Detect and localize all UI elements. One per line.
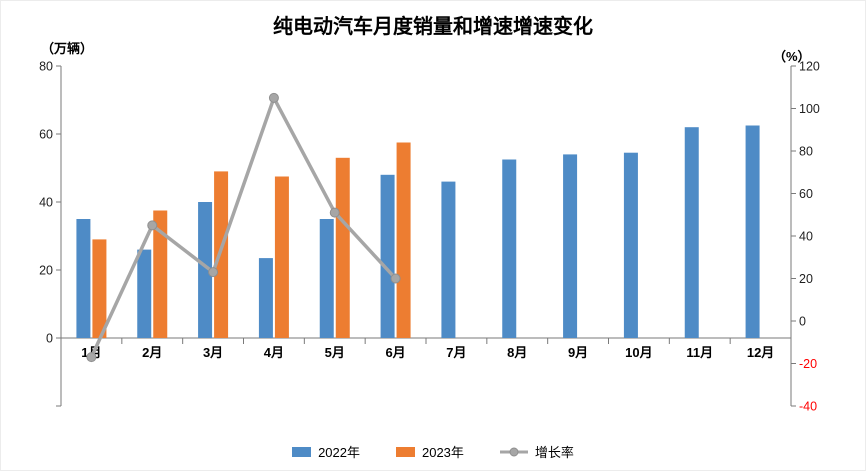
right-axis-label-60: 60 [799, 187, 813, 201]
right-axis-label-120: 120 [799, 60, 820, 74]
bar-2022年-10月 [623, 152, 638, 338]
growth-rate-marker-3月 [208, 267, 219, 278]
bar-2022年-4月 [258, 258, 273, 338]
bar-2023年-1月 [92, 239, 107, 338]
legend-swatch-growth-line-icon [499, 447, 528, 456]
bar-2022年-6月 [380, 174, 395, 338]
bar-2022年-1月 [76, 219, 91, 338]
growth-rate-marker-6月 [390, 273, 401, 284]
x-axis-label-7月: 7月 [446, 345, 466, 360]
bar-2022年-3月 [198, 202, 213, 338]
right-axis-label-80: 80 [799, 145, 813, 159]
right-axis-label-0: 0 [799, 315, 806, 329]
x-axis-label-11月: 11月 [686, 345, 713, 360]
right-axis-unit-label: （%） [773, 49, 811, 64]
legend-item-2023: 2023年 [395, 442, 464, 461]
chart-title: 纯电动汽车月度销量和增速增速变化 [273, 16, 593, 38]
growth-rate-line [89, 96, 398, 359]
bar-2023年-5月 [335, 157, 350, 338]
legend-swatch-2022 [292, 446, 312, 457]
plot-area: 020406080120100806040200-20-401月2月3月4月5月… [39, 60, 820, 414]
left-axis-label-0: 0 [46, 332, 53, 346]
legend-item-2022: 2022年 [292, 442, 360, 461]
legend-item-growth-rate: 增长率 [499, 442, 574, 461]
bar-2022年-5月 [319, 219, 334, 338]
bar-2023年-6月 [396, 142, 411, 338]
x-axis-label-5月: 5月 [325, 345, 345, 360]
x-axis-label-8月: 8月 [507, 345, 527, 360]
bar-2023年-4月 [274, 176, 289, 338]
right-axis-label--20: -20 [799, 357, 817, 371]
legend-swatch-2023 [395, 446, 415, 457]
legend: 2022年 2023年 增长率 [1, 442, 865, 461]
legend-label-2023: 2023年 [421, 445, 464, 460]
x-axis-label-6月: 6月 [385, 345, 405, 360]
x-axis-label-12月: 12月 [747, 345, 774, 360]
growth-rate-marker-4月 [268, 92, 279, 103]
right-axis-label-40: 40 [799, 230, 813, 244]
bar-2022年-2月 [137, 249, 152, 338]
growth-rate-marker-1月 [86, 352, 97, 363]
x-axis-label-10月: 10月 [625, 345, 652, 360]
bar-2022年-8月 [502, 159, 517, 338]
right-axis-label-20: 20 [799, 272, 813, 286]
left-axis-label-80: 80 [39, 60, 53, 74]
bar-2023年-2月 [153, 210, 168, 338]
right-axis-label-100: 100 [799, 102, 820, 116]
x-axis-label-2月: 2月 [142, 345, 162, 360]
x-axis-label-9月: 9月 [568, 345, 588, 360]
left-axis-label-60: 60 [39, 128, 53, 142]
left-axis-unit-label: （万辆） [41, 41, 94, 56]
legend-label-2022: 2022年 [318, 445, 360, 460]
legend-label-growth-rate: 增长率 [534, 445, 574, 460]
bar-2023年-3月 [214, 171, 229, 338]
growth-rate-marker-2月 [147, 220, 158, 231]
right-axis-label--40: -40 [799, 400, 817, 414]
bar-2022年-11月 [684, 127, 699, 338]
bar-2022年-9月 [563, 154, 578, 338]
x-axis-label-3月: 3月 [203, 345, 223, 360]
bar-2022年-12月 [745, 125, 760, 338]
growth-rate-marker-5月 [329, 207, 340, 218]
left-axis-label-20: 20 [39, 264, 53, 278]
x-axis-label-4月: 4月 [264, 345, 284, 360]
bar-2022年-7月 [441, 181, 456, 338]
left-axis-label-40: 40 [39, 196, 53, 210]
